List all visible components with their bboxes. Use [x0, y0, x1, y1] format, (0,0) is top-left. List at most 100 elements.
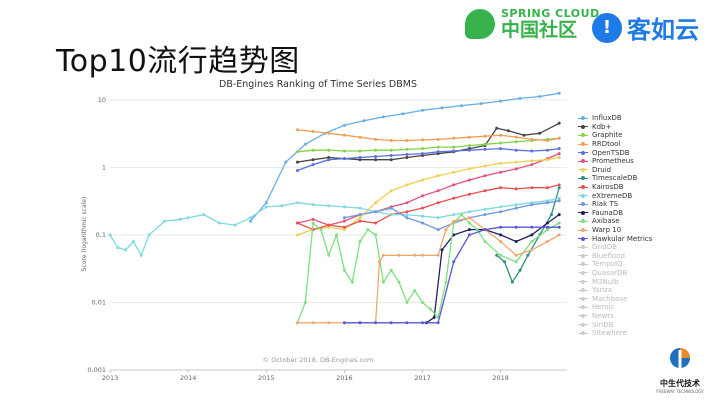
kerunyun-logo: ! 客如云	[592, 10, 699, 45]
legend-marker-icon	[578, 252, 588, 260]
data-point	[467, 148, 471, 152]
data-point	[499, 133, 503, 137]
legend-item[interactable]: QuasarDB	[578, 269, 652, 278]
legend-item[interactable]: Heroic	[578, 303, 652, 312]
series-hawkular-metrics	[342, 225, 561, 325]
kerunyun-label: 客如云	[627, 16, 699, 44]
data-point	[389, 158, 393, 162]
legend-item[interactable]: Yanza	[578, 286, 652, 295]
data-point	[358, 149, 362, 153]
data-point	[546, 139, 549, 142]
legend-label: Machbase	[592, 294, 628, 303]
legend-item[interactable]: Prometheus	[578, 157, 652, 166]
legend-label: Sitewhere	[592, 329, 627, 338]
legend-item[interactable]: OpenTSDB	[578, 148, 652, 157]
legend-item[interactable]: eXtremeDB	[578, 191, 652, 200]
data-point	[405, 153, 409, 156]
data-point	[389, 154, 393, 157]
data-point	[503, 260, 506, 264]
legend-label: GridDB	[592, 243, 617, 252]
x-tick-label: 2017	[414, 374, 431, 382]
legend-item[interactable]: Druid	[578, 166, 652, 175]
legend-item[interactable]: Machbase	[578, 294, 652, 303]
legend-marker-icon	[578, 174, 588, 182]
legend-marker-icon	[578, 114, 588, 122]
data-point	[467, 228, 471, 232]
data-point	[530, 163, 534, 167]
data-point	[405, 210, 409, 214]
data-point	[342, 205, 346, 209]
data-point	[557, 136, 561, 140]
data-point	[342, 157, 346, 161]
legend-item[interactable]: InfluxDB	[578, 114, 652, 123]
data-point	[436, 174, 440, 178]
data-point	[311, 217, 315, 221]
data-point	[510, 280, 514, 284]
data-point	[397, 280, 401, 284]
legend-item[interactable]: Hawkular Metrics	[578, 234, 652, 243]
data-point	[444, 280, 448, 284]
legend-item[interactable]: Kdb+	[578, 123, 652, 132]
data-point	[499, 147, 503, 151]
legend-marker-icon	[578, 217, 588, 225]
legend-item[interactable]: Axibase	[578, 217, 652, 226]
legend-item[interactable]: GridDB	[578, 243, 652, 252]
legend-item[interactable]: FaunaDB	[578, 209, 652, 218]
data-point	[467, 167, 471, 171]
legend-item[interactable]: Graphite	[578, 131, 652, 140]
data-point	[358, 240, 362, 243]
legend-item[interactable]: TempoIQ	[578, 260, 652, 269]
data-point	[358, 213, 362, 217]
data-point	[467, 210, 471, 214]
data-point	[557, 152, 561, 156]
legend-marker-icon	[578, 295, 588, 303]
data-point	[327, 225, 331, 229]
y-tick-label: 0.1	[96, 231, 106, 239]
data-point	[436, 321, 440, 325]
data-point	[342, 225, 346, 229]
data-point	[296, 150, 299, 154]
legend-label: OpenTSDB	[592, 148, 630, 157]
legend-item[interactable]: Sitewhere	[578, 329, 652, 338]
data-point	[483, 147, 487, 151]
spring-cloud-community-label: 中国社区	[501, 19, 578, 41]
data-point	[374, 158, 378, 162]
data-point	[530, 225, 534, 229]
x-tick-label: 2016	[336, 374, 353, 382]
data-point	[421, 206, 424, 210]
data-point	[421, 138, 424, 142]
data-point	[514, 260, 518, 264]
data-point	[378, 260, 381, 264]
data-point	[405, 213, 409, 217]
legend-item[interactable]: Riak TS	[578, 200, 652, 209]
data-point	[557, 221, 561, 225]
legend-marker-icon	[578, 166, 588, 174]
legend-item[interactable]: RRDtool	[578, 140, 652, 149]
legend-marker-icon	[578, 329, 588, 337]
data-point	[452, 233, 456, 237]
data-point	[546, 225, 549, 229]
legend-item[interactable]: KairosDB	[578, 183, 652, 192]
data-point	[421, 147, 424, 151]
legend-marker-icon	[578, 286, 588, 294]
data-point	[495, 126, 499, 130]
data-point	[350, 280, 354, 284]
data-point	[499, 253, 503, 257]
chart-legend: InfluxDB Kdb+ Graphite RRDtool OpenTSDB Prome…	[578, 114, 652, 337]
legend-item[interactable]: Blueflood	[578, 252, 652, 261]
legend-item[interactable]: Newts	[578, 312, 652, 321]
data-point	[557, 156, 561, 159]
data-point	[342, 149, 346, 153]
data-point	[467, 233, 471, 237]
y-tick-label: 1	[102, 163, 106, 171]
legend-item[interactable]: TimescaleDB	[578, 174, 652, 183]
legend-label: Blueflood	[592, 251, 625, 260]
legend-item[interactable]: Warp 10	[578, 226, 652, 235]
data-point	[202, 213, 206, 217]
chart-title: DB-Engines Ranking of Time Series DBMS	[219, 79, 417, 90]
data-point	[436, 189, 440, 193]
series-kdb-	[296, 121, 561, 164]
spring-cloud-label: SPRING CLOUD	[501, 7, 600, 20]
legend-item[interactable]: SiriDB	[578, 320, 652, 329]
legend-item[interactable]: M3Nulb	[578, 277, 652, 286]
